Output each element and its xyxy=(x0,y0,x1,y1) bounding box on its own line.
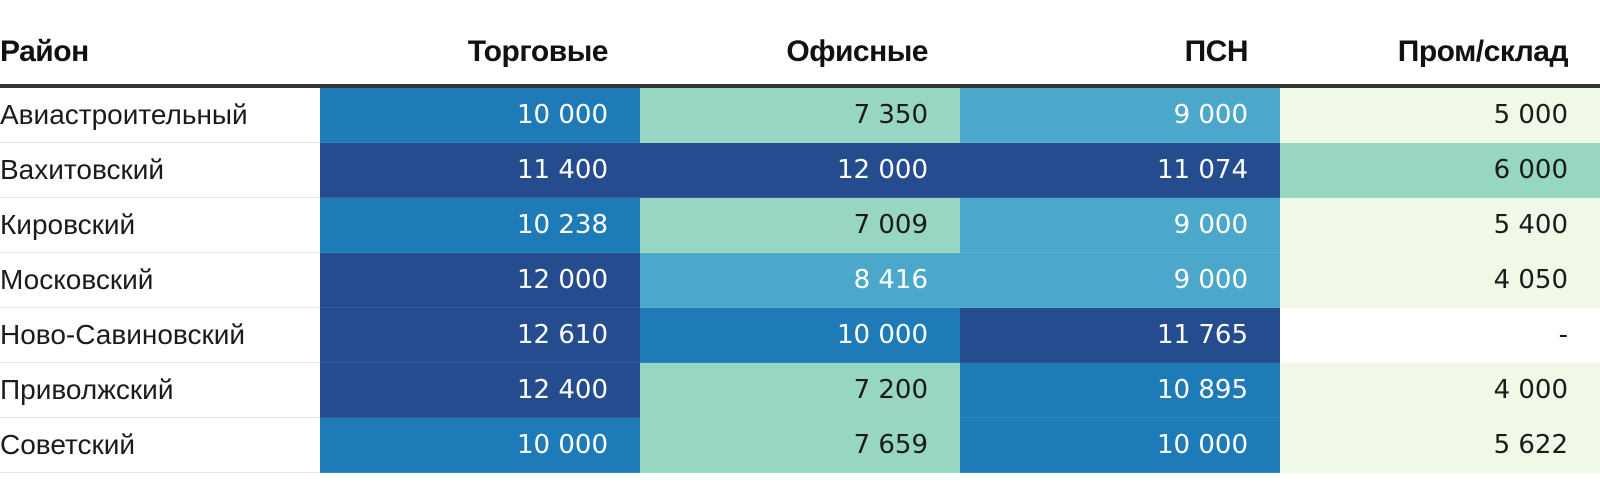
value-cell: 10 000 xyxy=(320,417,640,473)
district-name-cell: Московский xyxy=(0,252,320,308)
table-row: Московский 12 000 8 416 9 000 4 050 xyxy=(0,252,1600,308)
value-cell: 7 350 xyxy=(640,86,960,143)
value-cell: 10 895 xyxy=(960,362,1280,418)
value-cell: 7 200 xyxy=(640,362,960,418)
value-cell: 11 400 xyxy=(320,142,640,198)
heatmap-table: Район Торговые Офисные ПСН Пром/склад Ав… xyxy=(0,20,1600,473)
header-office: Офисные xyxy=(640,20,960,88)
district-name-cell: Вахитовский xyxy=(0,142,320,198)
table-row: Вахитовский 11 400 12 000 11 074 6 000 xyxy=(0,142,1600,198)
value-cell: 7 009 xyxy=(640,197,960,253)
value-cell: 11 074 xyxy=(960,142,1280,198)
value-cell: 8 416 xyxy=(640,252,960,308)
district-name-cell: Ново-Савиновский xyxy=(0,307,320,363)
value-cell: 11 765 xyxy=(960,307,1280,363)
header-district: Район xyxy=(0,20,320,88)
value-cell: 12 000 xyxy=(320,252,640,308)
value-cell: 10 238 xyxy=(320,197,640,253)
value-cell: 5 622 xyxy=(1280,417,1600,473)
value-cell: 12 400 xyxy=(320,362,640,418)
value-cell: 5 400 xyxy=(1280,197,1600,253)
value-cell: 9 000 xyxy=(960,252,1280,308)
header-psn: ПСН xyxy=(960,20,1280,88)
header-retail: Торговые xyxy=(320,20,640,88)
district-name-cell: Авиастроительный xyxy=(0,86,320,143)
value-cell: 10 000 xyxy=(320,86,640,143)
value-cell: 10 000 xyxy=(640,307,960,363)
district-name-cell: Кировский xyxy=(0,197,320,253)
value-cell: 6 000 xyxy=(1280,142,1600,198)
district-name-cell: Советский xyxy=(0,417,320,473)
value-cell: 9 000 xyxy=(960,86,1280,143)
value-cell: 5 000 xyxy=(1280,86,1600,143)
value-cell: 4 000 xyxy=(1280,362,1600,418)
value-cell: - xyxy=(1280,307,1600,363)
header-row: Район Торговые Офисные ПСН Пром/склад xyxy=(0,20,1600,88)
table-row: Кировский 10 238 7 009 9 000 5 400 xyxy=(0,197,1600,253)
table-header: Район Торговые Офисные ПСН Пром/склад xyxy=(0,20,1600,88)
table-row: Ново-Савиновский 12 610 10 000 11 765- xyxy=(0,307,1600,363)
district-name-cell: Приволжский xyxy=(0,362,320,418)
value-cell: 9 000 xyxy=(960,197,1280,253)
table-body: Авиастроительный 10 000 7 350 9 000 5 000 Вах… xyxy=(0,86,1600,473)
value-cell: 10 000 xyxy=(960,417,1280,473)
table-row: Авиастроительный 10 000 7 350 9 000 5 000 xyxy=(0,86,1600,143)
value-cell: 7 659 xyxy=(640,417,960,473)
table-row: Приволжский 12 400 7 200 10 895 4 000 xyxy=(0,362,1600,418)
value-cell: 12 000 xyxy=(640,142,960,198)
table-row: Советский 10 000 7 659 10 000 5 622 xyxy=(0,417,1600,473)
value-cell: 4 050 xyxy=(1280,252,1600,308)
value-cell: 12 610 xyxy=(320,307,640,363)
header-industrial: Пром/склад xyxy=(1280,20,1600,88)
